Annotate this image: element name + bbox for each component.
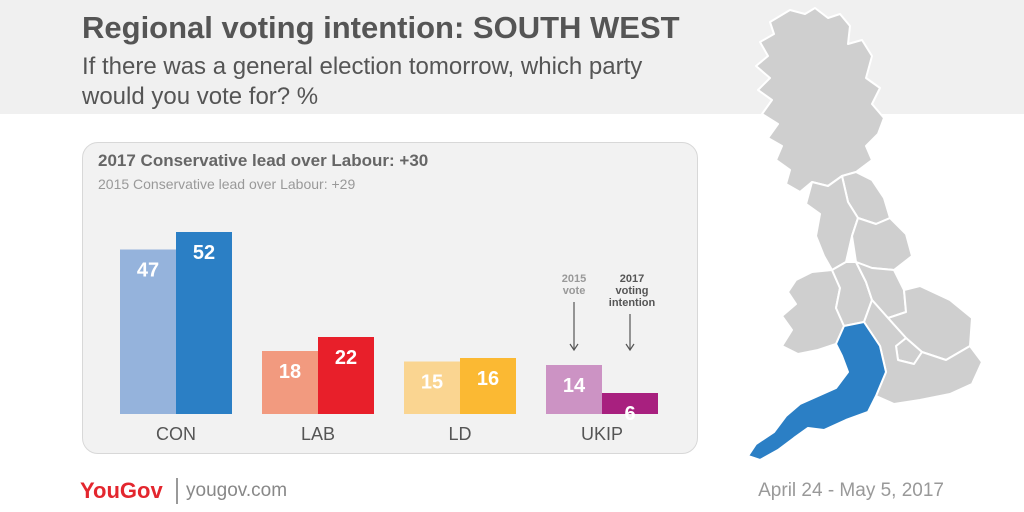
data-label-lab-2017: 22: [335, 347, 357, 369]
great-britain-map: [747, 7, 983, 461]
annotation-2015-line-0: 2015: [562, 273, 586, 285]
lead-2017-label: 2017 Conservative lead over Labour: +30: [98, 151, 429, 170]
page-title: Regional voting intention: SOUTH WEST: [82, 10, 680, 45]
data-label-lab-2015: 18: [279, 361, 301, 383]
bar-ukip-2015: [546, 365, 602, 414]
bar-lab-2015: [262, 351, 318, 414]
map-regions: [747, 7, 983, 461]
bar-con-2017: [176, 232, 232, 414]
category-label-con: CON: [156, 424, 196, 444]
annotation-2017-line-0: 2017: [620, 273, 644, 285]
bar-con-2015: [120, 249, 176, 414]
bar-lab-2017: [318, 337, 374, 414]
map-region-south-west: [747, 321, 887, 461]
annotation-2017-line-1: voting: [616, 285, 649, 297]
annotation-2015-line-1: vote: [563, 285, 586, 297]
footer-url: yougov.com: [186, 480, 288, 501]
data-label-ukip-2017: 6: [624, 403, 635, 425]
category-label-lab: LAB: [301, 424, 335, 444]
category-label-ld: LD: [448, 424, 471, 444]
page-subtitle: If there was a general election tomorrow…: [82, 53, 643, 110]
annotation-arrow-head-2017: [625, 343, 635, 352]
lead-2015-label: 2015 Conservative lead over Labour: +29: [98, 176, 356, 192]
bar-ld-2015: [404, 361, 460, 414]
footer-divider: [176, 478, 178, 504]
bar-ld-2017: [460, 358, 516, 414]
data-label-ld-2017: 16: [477, 368, 499, 390]
annotation-arrow-head-2015: [569, 343, 579, 352]
category-label-ukip: UKIP: [581, 424, 623, 444]
data-label-con-2015: 47: [137, 260, 159, 282]
data-label-ld-2015: 15: [421, 372, 443, 394]
bar-ukip-2017: [602, 393, 658, 414]
map-region-scotland: [755, 7, 885, 193]
annotation-2017-line-2: intention: [609, 297, 656, 309]
data-label-ukip-2015: 14: [563, 375, 586, 397]
map-region-yorkshire: [851, 217, 913, 271]
fieldwork-dates: April 24 - May 5, 2017: [758, 480, 944, 501]
map-region-wales: [781, 269, 845, 355]
yougov-logo: YouGov: [80, 478, 163, 503]
data-label-con-2017: 52: [193, 242, 215, 264]
